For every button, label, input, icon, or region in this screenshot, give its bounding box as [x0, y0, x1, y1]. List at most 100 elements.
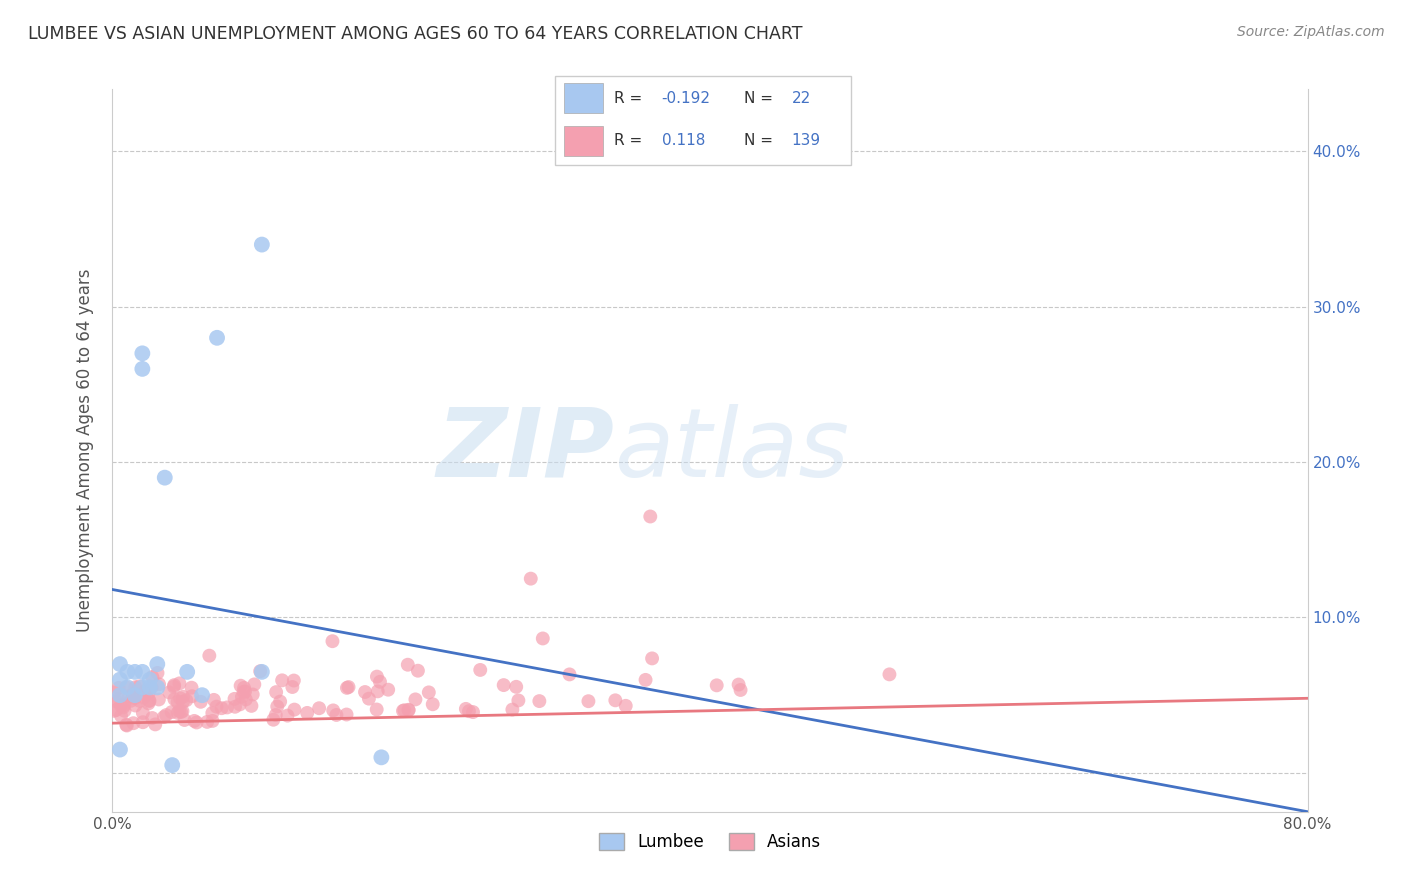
Point: [160, 705, 183, 719]
Point: [115, 718, 138, 732]
Point: [122, 689, 145, 703]
Point: [461, 705, 484, 719]
Point: [176, 693, 198, 707]
Point: [124, 691, 146, 706]
Point: [132, 706, 155, 720]
Point: [458, 704, 481, 718]
Point: [163, 678, 186, 692]
Point: [235, 692, 257, 706]
Point: [233, 684, 256, 698]
Point: [879, 667, 901, 681]
Point: [122, 716, 145, 731]
Y-axis label: Unemployment Among Ages 60 to 64 years: Unemployment Among Ages 60 to 64 years: [76, 268, 94, 632]
Point: [366, 702, 388, 716]
Point: [105, 695, 128, 709]
Point: [322, 703, 344, 717]
Point: [229, 698, 252, 712]
Point: [392, 704, 415, 718]
Point: [105, 703, 128, 717]
Point: [335, 707, 357, 722]
Text: LUMBEE VS ASIAN UNEMPLOYMENT AMONG AGES 60 TO 64 YEARS CORRELATION CHART: LUMBEE VS ASIAN UNEMPLOYMENT AMONG AGES …: [28, 25, 803, 43]
Point: [224, 699, 246, 714]
Point: [114, 704, 136, 718]
Point: [250, 237, 273, 252]
Point: [131, 681, 153, 695]
Point: [215, 700, 238, 714]
Point: [325, 708, 347, 723]
Point: [366, 670, 388, 684]
Point: [108, 688, 131, 702]
FancyBboxPatch shape: [564, 83, 603, 113]
Point: [143, 717, 166, 731]
Point: [249, 664, 271, 678]
Point: [578, 694, 600, 708]
Point: [368, 674, 391, 689]
Point: [211, 701, 233, 715]
Point: [605, 693, 627, 707]
Point: [233, 681, 256, 695]
Point: [418, 685, 440, 699]
Point: [529, 694, 551, 708]
Point: [138, 686, 160, 700]
Point: [470, 663, 492, 677]
Point: [283, 703, 305, 717]
Point: [730, 683, 752, 698]
Text: R =: R =: [614, 134, 643, 148]
Point: [191, 688, 214, 702]
Point: [224, 691, 246, 706]
Point: [108, 742, 131, 756]
Point: [357, 691, 380, 706]
Point: [205, 699, 228, 714]
Text: N =: N =: [744, 134, 773, 148]
Point: [205, 331, 228, 345]
Text: ZIP: ZIP: [436, 404, 614, 497]
Point: [169, 691, 191, 706]
Point: [141, 711, 163, 725]
Text: Source: ZipAtlas.com: Source: ZipAtlas.com: [1237, 25, 1385, 39]
Point: [354, 685, 377, 699]
Point: [170, 705, 193, 719]
Point: [124, 680, 146, 694]
FancyBboxPatch shape: [555, 76, 851, 165]
Point: [118, 690, 141, 704]
Point: [120, 694, 142, 708]
Text: 139: 139: [792, 134, 821, 148]
Point: [115, 681, 138, 695]
Point: [103, 704, 125, 718]
Point: [138, 694, 160, 708]
Point: [132, 690, 155, 705]
Point: [231, 690, 253, 704]
Point: [558, 667, 581, 681]
Point: [367, 684, 389, 698]
Point: [271, 673, 294, 688]
Point: [281, 680, 304, 694]
Point: [243, 677, 266, 691]
Point: [295, 706, 318, 720]
Point: [190, 695, 212, 709]
Text: R =: R =: [614, 91, 643, 105]
Point: [321, 634, 343, 648]
Point: [508, 693, 530, 707]
Point: [108, 673, 131, 687]
Point: [135, 683, 157, 698]
Point: [166, 706, 188, 720]
Text: -0.192: -0.192: [662, 91, 710, 105]
Point: [264, 685, 287, 699]
Point: [141, 670, 163, 684]
Point: [124, 688, 146, 702]
Point: [107, 692, 129, 706]
Point: [454, 702, 477, 716]
Point: [336, 681, 359, 695]
Point: [398, 703, 420, 717]
Point: [172, 695, 194, 709]
FancyBboxPatch shape: [564, 126, 603, 156]
Point: [146, 681, 169, 695]
Point: [138, 693, 160, 707]
Point: [176, 665, 198, 679]
Point: [172, 690, 194, 704]
Point: [163, 680, 186, 694]
Point: [505, 680, 527, 694]
Point: [146, 657, 169, 672]
Point: [283, 673, 305, 688]
Point: [308, 701, 330, 715]
